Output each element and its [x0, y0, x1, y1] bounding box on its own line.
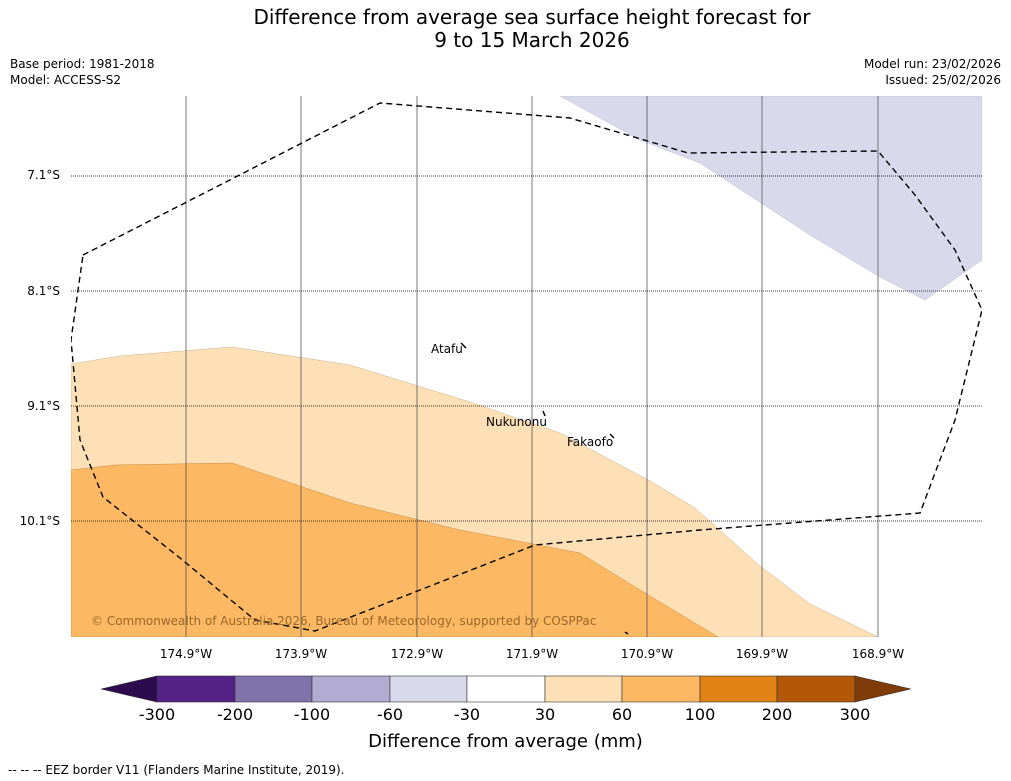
eez-border	[71, 102, 982, 632]
meta-right: Model run: 23/02/2026 Issued: 25/02/2026	[864, 56, 1001, 88]
cb-tick-30: 30	[534, 705, 556, 724]
cb-tick-neg200: -200	[216, 705, 254, 724]
colorbar-under	[100, 675, 158, 703]
cb-tick-neg60: -60	[376, 705, 404, 724]
colorbar-bin-6	[544, 675, 623, 703]
cb-tick-200: 200	[761, 705, 793, 724]
colorbar-bin-2	[234, 675, 313, 703]
colorbar-bin-3	[311, 675, 391, 703]
colorbar-bin-5	[466, 675, 546, 703]
island-nukunonu	[542, 410, 546, 417]
colorbar-bin-9	[776, 675, 856, 703]
place-atafu: Atafu	[431, 342, 463, 356]
colorbar-bin-7	[621, 675, 701, 703]
lon-label-172-9: 172.9°W	[390, 647, 444, 661]
lon-label-168-9: 168.9°W	[851, 647, 905, 661]
chart-title: Difference from average sea surface heig…	[0, 6, 1011, 52]
copyright-notice: © Commonwealth of Australia 2026, Bureau…	[91, 614, 597, 628]
issued-date: Issued: 25/02/2026	[885, 73, 1001, 87]
cb-tick-60: 60	[611, 705, 633, 724]
lon-label-171-9: 171.9°W	[505, 647, 559, 661]
meta-left: Base period: 1981-2018 Model: ACCESS-S2	[10, 56, 155, 88]
place-fakaofo: Fakaofo	[567, 435, 614, 449]
cb-tick-neg100: -100	[293, 705, 331, 724]
footnote-eez: -- -- -- EEZ border V11 (Flanders Marine…	[8, 763, 345, 777]
colorbar	[100, 675, 912, 703]
lon-label-174-9: 174.9°W	[159, 647, 213, 661]
cb-tick-neg30: -30	[453, 705, 481, 724]
lon-label-173-9: 173.9°W	[274, 647, 328, 661]
colorbar-over	[854, 675, 912, 703]
title-line-1: Difference from average sea surface heig…	[253, 5, 811, 29]
colorbar-bin-1	[156, 675, 236, 703]
region-positive-60-100	[71, 462, 719, 637]
colorbar-label: Difference from average (mm)	[368, 731, 643, 752]
lat-label-7-1: 7.1°S	[27, 168, 60, 182]
title-line-2: 9 to 15 March 2026	[434, 28, 630, 52]
island-fakaofo	[609, 433, 615, 439]
island-atafu	[460, 342, 467, 349]
lat-label-8-1: 8.1°S	[27, 284, 60, 298]
map-area	[71, 96, 982, 637]
lon-label-169-9: 169.9°W	[735, 647, 789, 661]
lon-label-170-9: 170.9°W	[620, 647, 674, 661]
model-run: Model run: 23/02/2026	[863, 57, 1001, 71]
cb-tick-300: 300	[839, 705, 871, 724]
colorbar-bin-4	[389, 675, 468, 703]
lat-label-10-1: 10.1°S	[19, 514, 60, 528]
cb-tick-neg300: -300	[138, 705, 176, 724]
cb-tick-100: 100	[684, 705, 716, 724]
region-negative-30-60	[559, 96, 982, 301]
base-period: Base period: 1981-2018	[10, 57, 155, 71]
place-nukunonu: Nukunonu	[486, 415, 547, 429]
colorbar-bin-8	[699, 675, 778, 703]
island-swains	[624, 631, 629, 635]
model-name: Model: ACCESS-S2	[10, 73, 122, 87]
lat-label-9-1: 9.1°S	[27, 399, 60, 413]
